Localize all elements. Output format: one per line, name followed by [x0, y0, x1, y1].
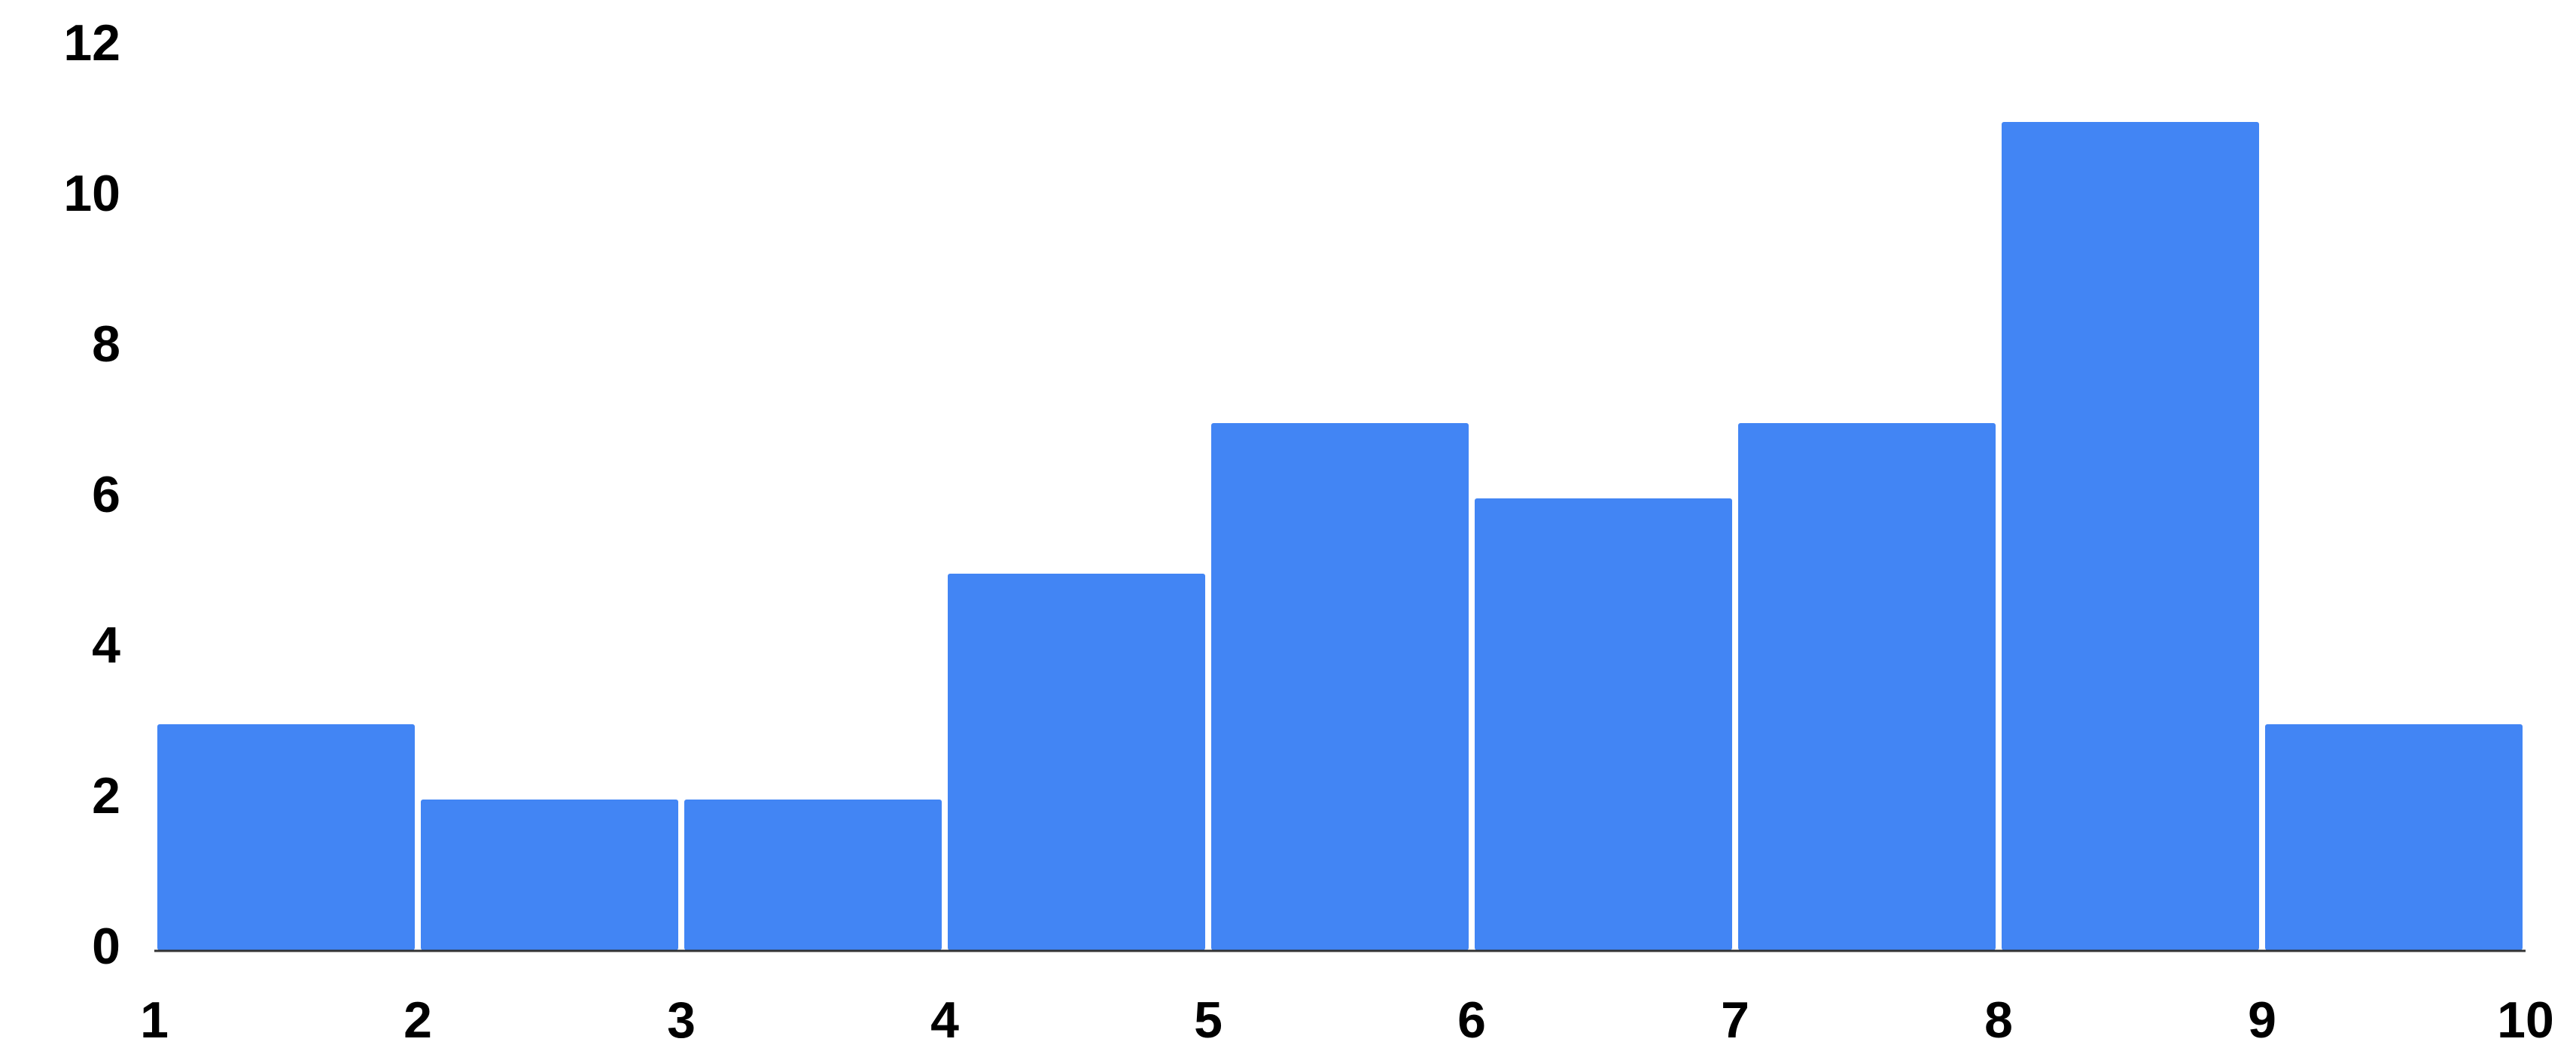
y-tick-label: 0	[92, 918, 120, 975]
y-tick-label: 2	[92, 767, 120, 824]
y-tick-label: 8	[92, 315, 120, 373]
histogram-bar	[1475, 498, 1732, 950]
x-tick-label: 6	[1457, 992, 1486, 1049]
histogram-bar	[2265, 724, 2523, 950]
x-tick-label: 5	[1194, 992, 1223, 1049]
histogram-bar	[948, 574, 1205, 950]
x-tick-label: 4	[930, 992, 959, 1049]
x-tick-label: 10	[2497, 992, 2554, 1049]
y-tick-label: 6	[92, 466, 120, 523]
x-tick-label: 9	[2248, 992, 2276, 1049]
y-tick-label: 10	[63, 165, 120, 222]
x-tick-label: 3	[667, 992, 696, 1049]
histogram-bar	[684, 800, 942, 950]
x-tick-label: 8	[1984, 992, 2013, 1049]
x-tick-label: 1	[140, 992, 169, 1049]
histogram-bar	[1738, 423, 1996, 950]
histogram-bar	[157, 724, 415, 950]
y-tick-label: 12	[63, 14, 120, 72]
bars-group	[157, 122, 2523, 950]
y-axis-tick-labels: 0 2 4 6 8 10 12	[63, 14, 120, 975]
x-axis-tick-labels: 1 2 3 4 5 6 7 8 9 10	[140, 992, 2554, 1049]
histogram-bar	[1211, 423, 1469, 950]
histogram-bar	[2002, 122, 2259, 950]
y-tick-label: 4	[92, 617, 120, 674]
x-tick-label: 2	[403, 992, 432, 1049]
histogram-bar	[421, 800, 678, 950]
x-tick-label: 7	[1721, 992, 1749, 1049]
